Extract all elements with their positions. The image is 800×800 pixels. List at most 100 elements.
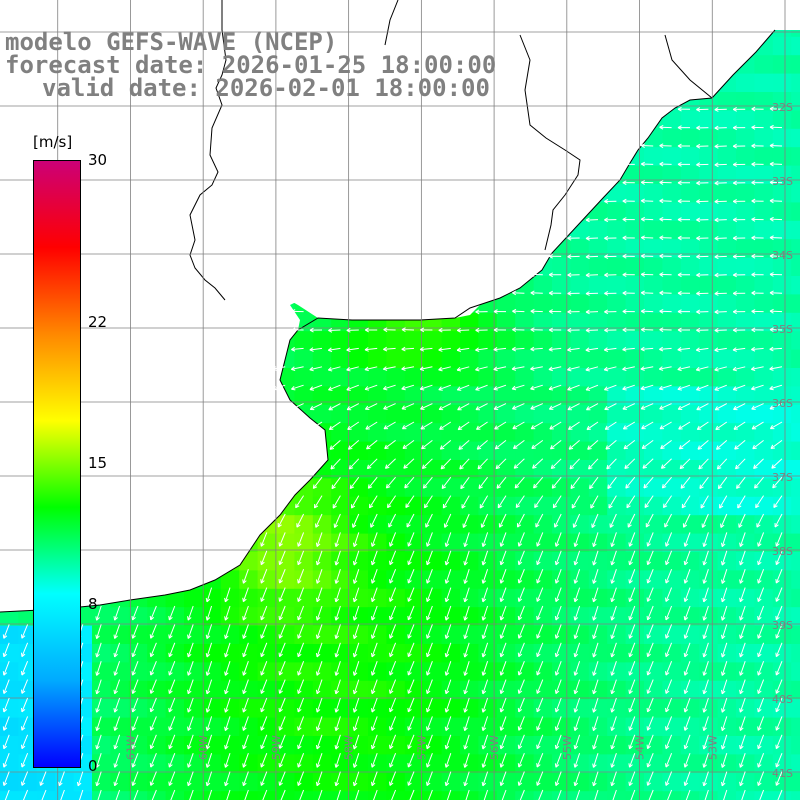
wind-speed-cell	[699, 680, 719, 700]
wind-speed-cell	[552, 570, 571, 590]
wind-speed-cell	[699, 184, 719, 203]
wind-arrow	[550, 440, 562, 450]
wind-arrow	[260, 532, 268, 547]
latitude-label: 39S	[772, 619, 793, 632]
wind-arrow	[475, 347, 488, 352]
wind-arrow	[131, 605, 139, 621]
wind-speed-cell	[478, 570, 498, 590]
wind-arrow	[751, 309, 764, 314]
wind-speed-cell	[699, 220, 719, 240]
wind-speed-cell	[515, 625, 535, 645]
wind-arrow	[260, 605, 268, 621]
wind-speed-cell	[662, 165, 682, 185]
wind-speed-cell	[570, 791, 590, 800]
wind-arrow	[315, 734, 323, 750]
wind-arrow	[499, 605, 507, 621]
wind-arrow	[773, 495, 783, 509]
wind-speed-cell	[791, 147, 800, 167]
wind-speed-cell	[441, 533, 461, 553]
wind-arrow	[463, 532, 470, 548]
wind-speed-cell	[717, 128, 737, 148]
wind-speed-cell	[460, 791, 479, 800]
wind-arrow	[224, 605, 231, 621]
wind-arrow	[364, 366, 378, 372]
wind-speed-cell	[552, 349, 571, 369]
wind-speed-cell	[588, 533, 608, 553]
wind-arrow	[315, 550, 323, 566]
wind-arrow	[297, 697, 305, 713]
wind-arrow	[677, 327, 691, 333]
wind-speed-cell	[460, 423, 479, 443]
wind-speed-cell	[460, 460, 479, 479]
wind-arrow	[548, 272, 562, 278]
wind-speed-cell	[570, 736, 590, 755]
wind-arrow	[585, 384, 599, 391]
wind-speed-cell	[699, 699, 719, 719]
wind-arrow	[315, 587, 323, 603]
model-title: modelo GEFS-WAVE (NCEP)	[5, 28, 338, 56]
colorbar-tick-label: 0	[88, 757, 98, 775]
wind-arrow	[567, 384, 580, 391]
wind-arrow	[444, 679, 452, 695]
wind-arrow	[2, 734, 10, 750]
wind-arrow	[628, 642, 636, 658]
wind-arrow	[407, 642, 415, 658]
wind-speed-cell	[791, 625, 800, 645]
wind-speed-cell	[0, 644, 19, 663]
wind-speed-cell	[699, 165, 719, 185]
wind-arrow	[603, 366, 617, 372]
wind-speed-cell	[791, 220, 800, 240]
wind-speed-cell	[772, 772, 792, 792]
wind-arrow	[607, 476, 617, 489]
wind-speed-cell	[772, 312, 792, 332]
wind-arrow	[512, 439, 525, 450]
wind-arrow	[588, 458, 599, 470]
wind-speed-cell	[552, 386, 571, 406]
wind-speed-cell	[607, 257, 627, 277]
wind-arrow	[499, 716, 507, 731]
wind-speed-cell	[441, 588, 461, 608]
wind-speed-cell	[754, 386, 774, 406]
wind-speed-cell	[478, 588, 498, 608]
wind-arrow	[352, 513, 360, 528]
wind-speed-cell	[533, 331, 553, 351]
wind-arrow	[567, 327, 580, 333]
wind-arrow	[168, 771, 176, 786]
wind-arrow	[113, 679, 121, 695]
wind-speed-cell	[294, 699, 314, 719]
wind-arrow	[187, 624, 194, 639]
wind-speed-cell	[791, 515, 800, 535]
wind-arrow	[260, 771, 268, 786]
wind-arrow	[517, 642, 525, 658]
wind-speed-cell	[349, 754, 369, 774]
wind-arrow	[677, 384, 691, 391]
wind-speed-cell	[699, 460, 719, 479]
wind-speed-cell	[607, 515, 627, 535]
wind-speed-cell	[368, 699, 387, 719]
wind-speed-cell	[368, 331, 387, 351]
wind-arrow	[775, 624, 783, 639]
wind-arrow	[751, 421, 764, 430]
wind-speed-cell	[791, 791, 800, 800]
wind-speed-cell	[607, 202, 627, 222]
wind-arrow	[462, 513, 470, 528]
wind-speed-cell	[533, 423, 553, 443]
wind-arrow	[481, 587, 489, 603]
wind-speed-cell	[515, 294, 535, 314]
wind-speed-cell	[791, 92, 800, 111]
wind-arrow	[79, 789, 84, 800]
latitude-label: 34S	[772, 249, 793, 262]
wind-speed-cell	[533, 294, 553, 314]
wind-arrow	[751, 125, 764, 130]
wind-speed-cell	[644, 662, 663, 682]
wind-arrow	[2, 642, 10, 658]
wind-speed-cell	[625, 368, 645, 387]
wind-arrow	[242, 679, 249, 695]
wind-arrow	[720, 587, 728, 603]
wind-speed-cell	[404, 791, 424, 800]
wind-speed-cell	[92, 680, 111, 700]
wind-speed-cell	[754, 73, 774, 93]
wind-arrow	[739, 624, 746, 639]
wind-speed-cell	[607, 791, 627, 800]
